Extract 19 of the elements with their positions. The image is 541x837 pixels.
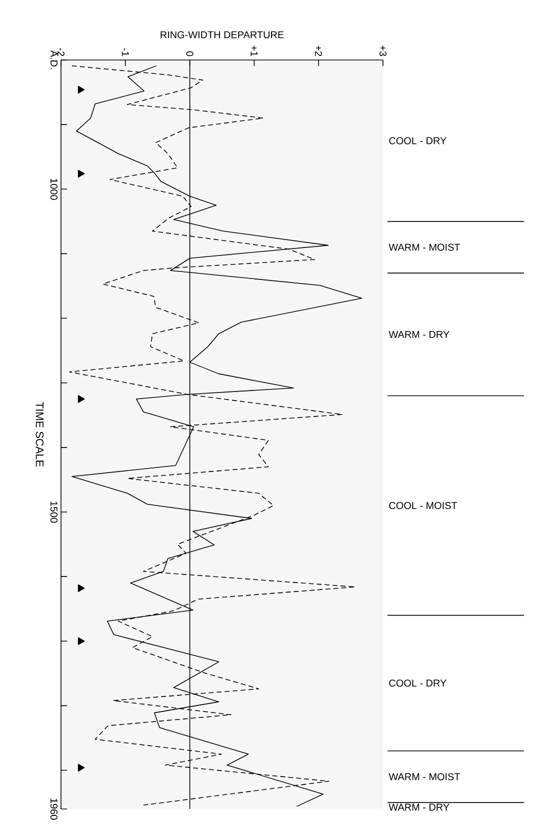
x-tick-label: +1 (250, 46, 258, 56)
band-label: WARM - DRY (388, 804, 450, 811)
band-label: COOL - DRY (389, 137, 446, 144)
band-label: COOL - MOIST (389, 502, 458, 510)
band-label: WARM - MOIST (388, 244, 460, 251)
x-tick-label: +2 (315, 46, 322, 56)
x-tick-label: -1 (122, 48, 129, 56)
y-tick-label: 1500 (50, 502, 58, 523)
band-label: WARM - DRY (388, 330, 450, 338)
y-axis-title: TIME SCALE (36, 402, 44, 467)
band-label: WARM - MOIST (388, 773, 460, 780)
y-tick-label: 1960 (50, 798, 58, 820)
x-tick-label: +3 (379, 46, 387, 56)
band-label: COOL - DRY (389, 680, 446, 687)
y-tick-label: 1000 (50, 178, 58, 200)
x-tick-label: 0 (186, 51, 194, 56)
y-tick-label: A.D. (50, 50, 58, 69)
x-tick-label: -2 (58, 48, 64, 56)
x-axis-title: RING-WIDTH DEPARTURE (160, 31, 284, 38)
